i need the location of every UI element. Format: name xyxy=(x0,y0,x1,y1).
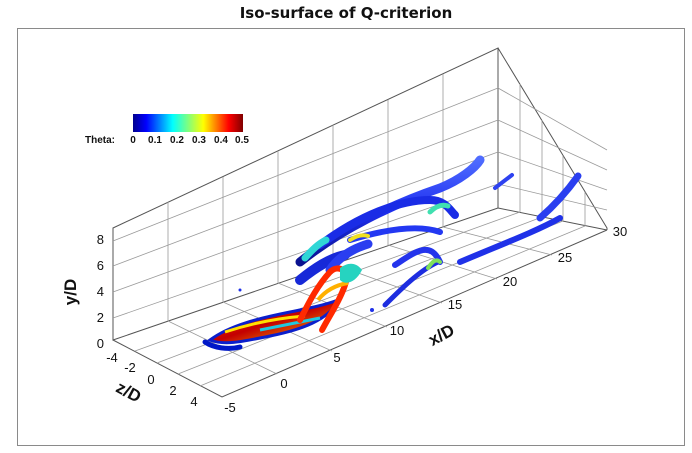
colorbar-tick: 0.4 xyxy=(214,135,228,146)
colorbar-tick: 0.3 xyxy=(192,135,206,146)
vortex-core xyxy=(426,258,442,270)
z-axis-label: z/D xyxy=(113,378,144,407)
vortex-tube xyxy=(392,246,443,268)
z-tick-label: 4 xyxy=(190,394,197,409)
x-tick-label: 5 xyxy=(333,350,340,365)
y-tick-label: 6 xyxy=(97,258,104,273)
vortex-core xyxy=(316,281,349,302)
z-axis: -4 -2 0 2 4 z/D xyxy=(106,350,197,409)
x-tick-label: -5 xyxy=(224,400,236,415)
y-tick-label: 4 xyxy=(97,284,104,299)
x-axis-label: x/D xyxy=(425,321,457,350)
vortex-tube xyxy=(493,173,514,190)
colorbar-tick: 0.5 xyxy=(235,135,249,146)
x-tick-label: 10 xyxy=(390,323,404,338)
colorbar-gradient xyxy=(133,114,243,132)
vortex-core xyxy=(348,233,370,242)
wake-core xyxy=(224,314,306,334)
vortex-fragment xyxy=(238,288,242,292)
x-axis: -5 0 5 10 15 20 25 30 x/D xyxy=(224,224,627,415)
z-tick-label: -4 xyxy=(106,350,118,365)
vortex-tube xyxy=(202,339,243,351)
colorbar-tick: 0.1 xyxy=(148,135,162,146)
vortex-core xyxy=(427,202,451,215)
x-tick-label: 20 xyxy=(503,274,517,289)
y-tick-label: 0 xyxy=(97,336,104,351)
vortex-tube xyxy=(457,215,563,265)
vortex-core xyxy=(340,263,362,283)
y-tick-label: 8 xyxy=(97,232,104,247)
y-axis: 8 6 4 2 0 y/D xyxy=(61,232,104,351)
y-axis-label: y/D xyxy=(61,279,80,305)
x-tick-label: 25 xyxy=(558,250,572,265)
x-tick-label: 15 xyxy=(448,297,462,312)
wake-core xyxy=(259,316,321,332)
z-tick-label: -2 xyxy=(124,360,136,375)
colorbar-tick: 0.2 xyxy=(170,135,184,146)
plot-frame xyxy=(17,28,685,446)
colorbar-tick: 0 xyxy=(130,135,136,146)
y-tick-label: 2 xyxy=(97,310,104,325)
colorbar-label: Theta: xyxy=(85,135,115,146)
vortex-core xyxy=(301,236,330,262)
colorbar: Theta: 0 0.1 0.2 0.3 0.4 0.5 xyxy=(85,114,249,146)
z-tick-label: 0 xyxy=(147,372,154,387)
vortex-tube xyxy=(536,172,582,222)
x-tick-label: 30 xyxy=(613,224,627,239)
x-tick-label: 0 xyxy=(280,376,287,391)
vortex-tube xyxy=(325,239,373,275)
isosurface-vortices xyxy=(202,155,582,351)
vortex-fragment xyxy=(370,308,374,312)
chart-title: Iso-surface of Q-criterion xyxy=(239,4,453,22)
z-tick-label: 2 xyxy=(169,383,176,398)
